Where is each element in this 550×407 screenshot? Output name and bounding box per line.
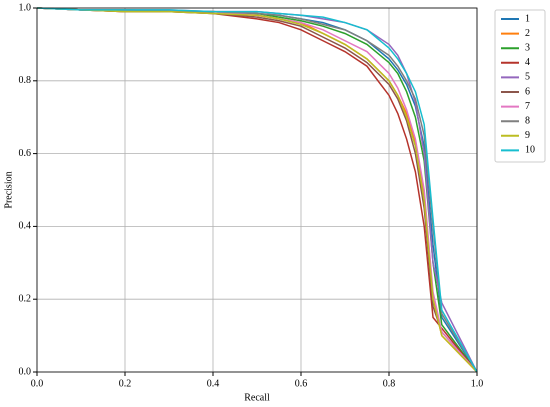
legend-label: 5 [525,72,530,83]
legend-label: 6 [525,86,530,97]
pr-curve [36,7,478,373]
x-axis-label: Recall [244,392,270,403]
y-tick-label: 1.0 [19,2,32,13]
pr-curve [36,7,478,373]
y-tick-label: 0.8 [19,75,32,86]
plot-frame [36,7,478,373]
y-tick-label: 0.0 [19,366,32,377]
pr-curve [36,7,478,373]
pr-curve [36,7,478,373]
pr-curve [36,7,478,373]
x-tick-label: 0.6 [295,378,308,389]
y-axis-label: Precision [3,171,14,208]
pr-curve [36,7,478,373]
legend-label: 9 [525,130,530,141]
pr-curve [36,7,478,373]
pr-curve [36,7,478,373]
x-tick-label: 0.8 [383,378,396,389]
legend-label: 8 [525,115,530,126]
legend-label: 7 [525,101,530,112]
x-tick-label: 0.2 [119,378,132,389]
x-tick-label: 0.0 [31,378,44,389]
legend-label: 2 [525,28,530,39]
y-tick-label: 0.2 [19,293,32,304]
legend-label: 10 [525,145,535,156]
legend-label: 4 [525,57,530,68]
x-tick-label: 1.0 [471,378,484,389]
y-tick-label: 0.6 [19,148,32,159]
y-tick-label: 0.4 [19,221,32,232]
pr-curve [36,7,478,373]
x-tick-label: 0.4 [207,378,220,389]
pr-curve [36,7,478,373]
legend-label: 3 [525,42,530,53]
legend-label: 1 [525,13,530,24]
